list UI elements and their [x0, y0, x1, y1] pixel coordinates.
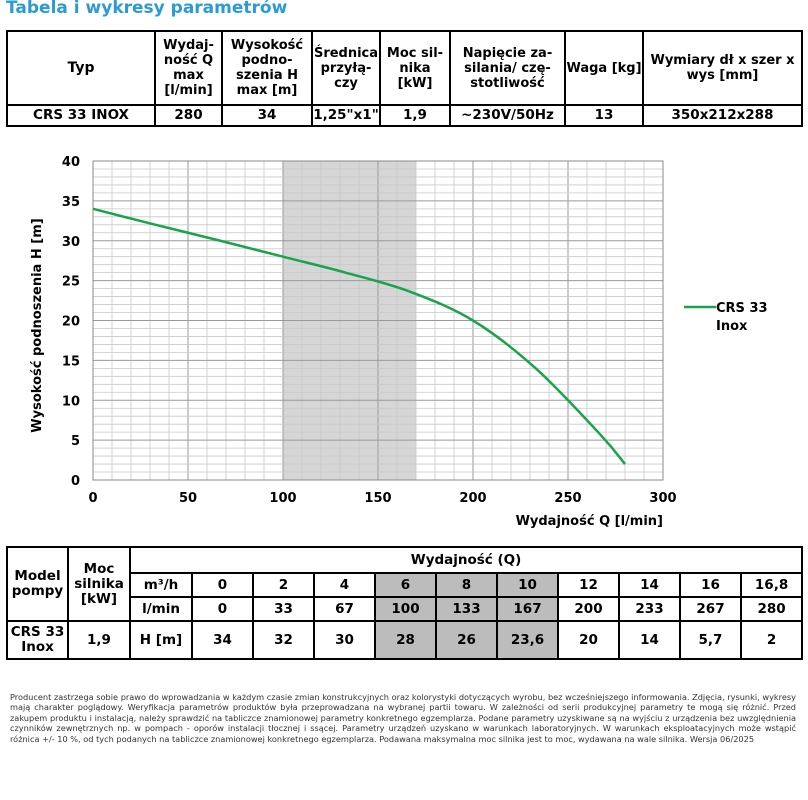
plot-frame — [92, 160, 664, 481]
y-tick-label: 25 — [62, 275, 80, 290]
cell-power: 1,9 — [379, 104, 451, 127]
lmin-row: l/min 0 33 67 100 133 167 200 233 267 280 — [7, 596, 804, 622]
x-tick-label: 150 — [364, 491, 391, 506]
legend: CRS 33 Inox — [684, 301, 768, 334]
m3h-value: 2 — [252, 572, 315, 598]
disclaimer-note: Producent zastrzega sobie prawo do wprow… — [10, 692, 796, 744]
model-header: Model pompy — [6, 546, 69, 622]
header-flow: Wydaj-ność Q max [l/min] — [154, 30, 223, 106]
header-power: Moc sil-nika [kW] — [379, 30, 451, 106]
x-tick-label: 0 — [88, 491, 97, 506]
header-weight: Waga [kg] — [564, 30, 644, 106]
head-value: 30 — [313, 620, 376, 660]
m3h-value: 14 — [618, 572, 681, 598]
y-tick-label: 5 — [71, 434, 80, 449]
m3h-value: 16 — [679, 572, 742, 598]
cell-head: 34 — [221, 104, 313, 127]
head-value: 14 — [618, 620, 681, 660]
m3h-value: 8 — [435, 572, 498, 598]
x-axis-title: Wydajność Q [l/min] — [516, 514, 663, 529]
header-type: Typ — [6, 30, 156, 106]
y-tick-label: 20 — [62, 315, 80, 330]
x-tick-label: 200 — [459, 491, 486, 506]
m3h-value: 0 — [191, 572, 254, 598]
y-tick-label: 40 — [62, 155, 80, 170]
lmin-value: 0 — [191, 596, 254, 622]
power-header: Moc silnika [kW] — [67, 546, 131, 622]
cell-voltage: ~230V/50Hz — [449, 104, 566, 127]
lmin-value: 233 — [618, 596, 681, 622]
head-value: 5,7 — [679, 620, 742, 660]
head-value: 20 — [557, 620, 620, 660]
cell-flow: 280 — [154, 104, 223, 127]
x-tick-label: 100 — [269, 491, 296, 506]
lmin-value: 133 — [435, 596, 498, 622]
head-value: 32 — [252, 620, 315, 660]
m3h-value: 16,8 — [739, 572, 804, 598]
lmin-value: 67 — [313, 596, 376, 622]
head-value: 28 — [374, 620, 437, 660]
cell-weight: 13 — [564, 104, 644, 127]
head-label: H [m] — [129, 620, 193, 660]
flow-header: Wydajność (Q) — [128, 546, 804, 574]
lmin-value: 200 — [557, 596, 620, 622]
lmin-label: l/min — [129, 596, 193, 622]
lmin-value: 33 — [252, 596, 315, 622]
header-diameter: Średnica przyłą-czy — [311, 30, 381, 106]
y-axis-title: Wysokość podnoszenia H [m] — [30, 218, 45, 432]
legend-label: CRS 33 Inox — [716, 301, 768, 334]
m3h-value: 4 — [313, 572, 376, 598]
cell-type: CRS 33 INOX — [6, 104, 156, 127]
series-line — [92, 207, 626, 465]
x-tick-label: 250 — [554, 491, 581, 506]
head-value: 2 — [739, 620, 804, 660]
y-tick-label: 10 — [62, 394, 80, 409]
header-head: Wysokość podno-szenia H max [m] — [221, 30, 313, 106]
performance-table: Model pompy Moc silnika [kW] Wydajność (… — [6, 546, 804, 660]
cell-dimensions: 350x212x288 — [642, 104, 803, 127]
model-cell: CRS 33 Inox — [6, 620, 69, 660]
lmin-value: 280 — [739, 596, 804, 622]
x-tick-label: 50 — [179, 491, 197, 506]
m3h-value: 6 — [374, 572, 437, 598]
x-tick-label: 300 — [649, 491, 676, 506]
head-value: 26 — [435, 620, 498, 660]
head-value: 23,6 — [496, 620, 559, 660]
lmin-value: 100 — [374, 596, 437, 622]
performance-chart: 0 50 100 150 200 250 300 0 5 10 15 20 25 30 35 40 Wydaj… — [30, 155, 768, 529]
y-tick-label: 0 — [71, 474, 80, 489]
parameters-table: Typ Wydaj-ność Q max [l/min] Wysokość po… — [6, 30, 803, 127]
head-row: CRS 33 Inox 1,9 H [m] 34 32 30 28 26 23,6 20 14… — [6, 620, 804, 660]
cell-diameter: 1,25"x1" — [311, 104, 381, 127]
lmin-value: 267 — [679, 596, 742, 622]
y-tick-label: 15 — [62, 354, 80, 369]
head-value: 34 — [191, 620, 254, 660]
parameters-row: CRS 33 INOX 280 34 1,25"x1" 1,9 ~230V/50… — [6, 104, 803, 127]
lmin-value: 167 — [496, 596, 559, 622]
y-tick-label: 35 — [62, 195, 80, 210]
page-title: Tabela i wykresy parametrów — [6, 0, 288, 18]
m3h-label: m³/h — [129, 572, 193, 598]
parameters-header-row: Typ Wydaj-ność Q max [l/min] Wysokość po… — [6, 30, 803, 106]
m3h-value: 12 — [557, 572, 620, 598]
y-tick-label: 30 — [62, 235, 80, 250]
power-cell: 1,9 — [67, 620, 131, 660]
m3h-row: m³/h 0 2 4 6 8 10 12 14 16 16,8 — [7, 572, 804, 598]
m3h-value: 10 — [496, 572, 559, 598]
header-dimensions: Wymiary dł x szer x wys [mm] — [642, 30, 803, 106]
header-voltage: Napięcie za-silania/ czę-stotliwość — [449, 30, 566, 106]
